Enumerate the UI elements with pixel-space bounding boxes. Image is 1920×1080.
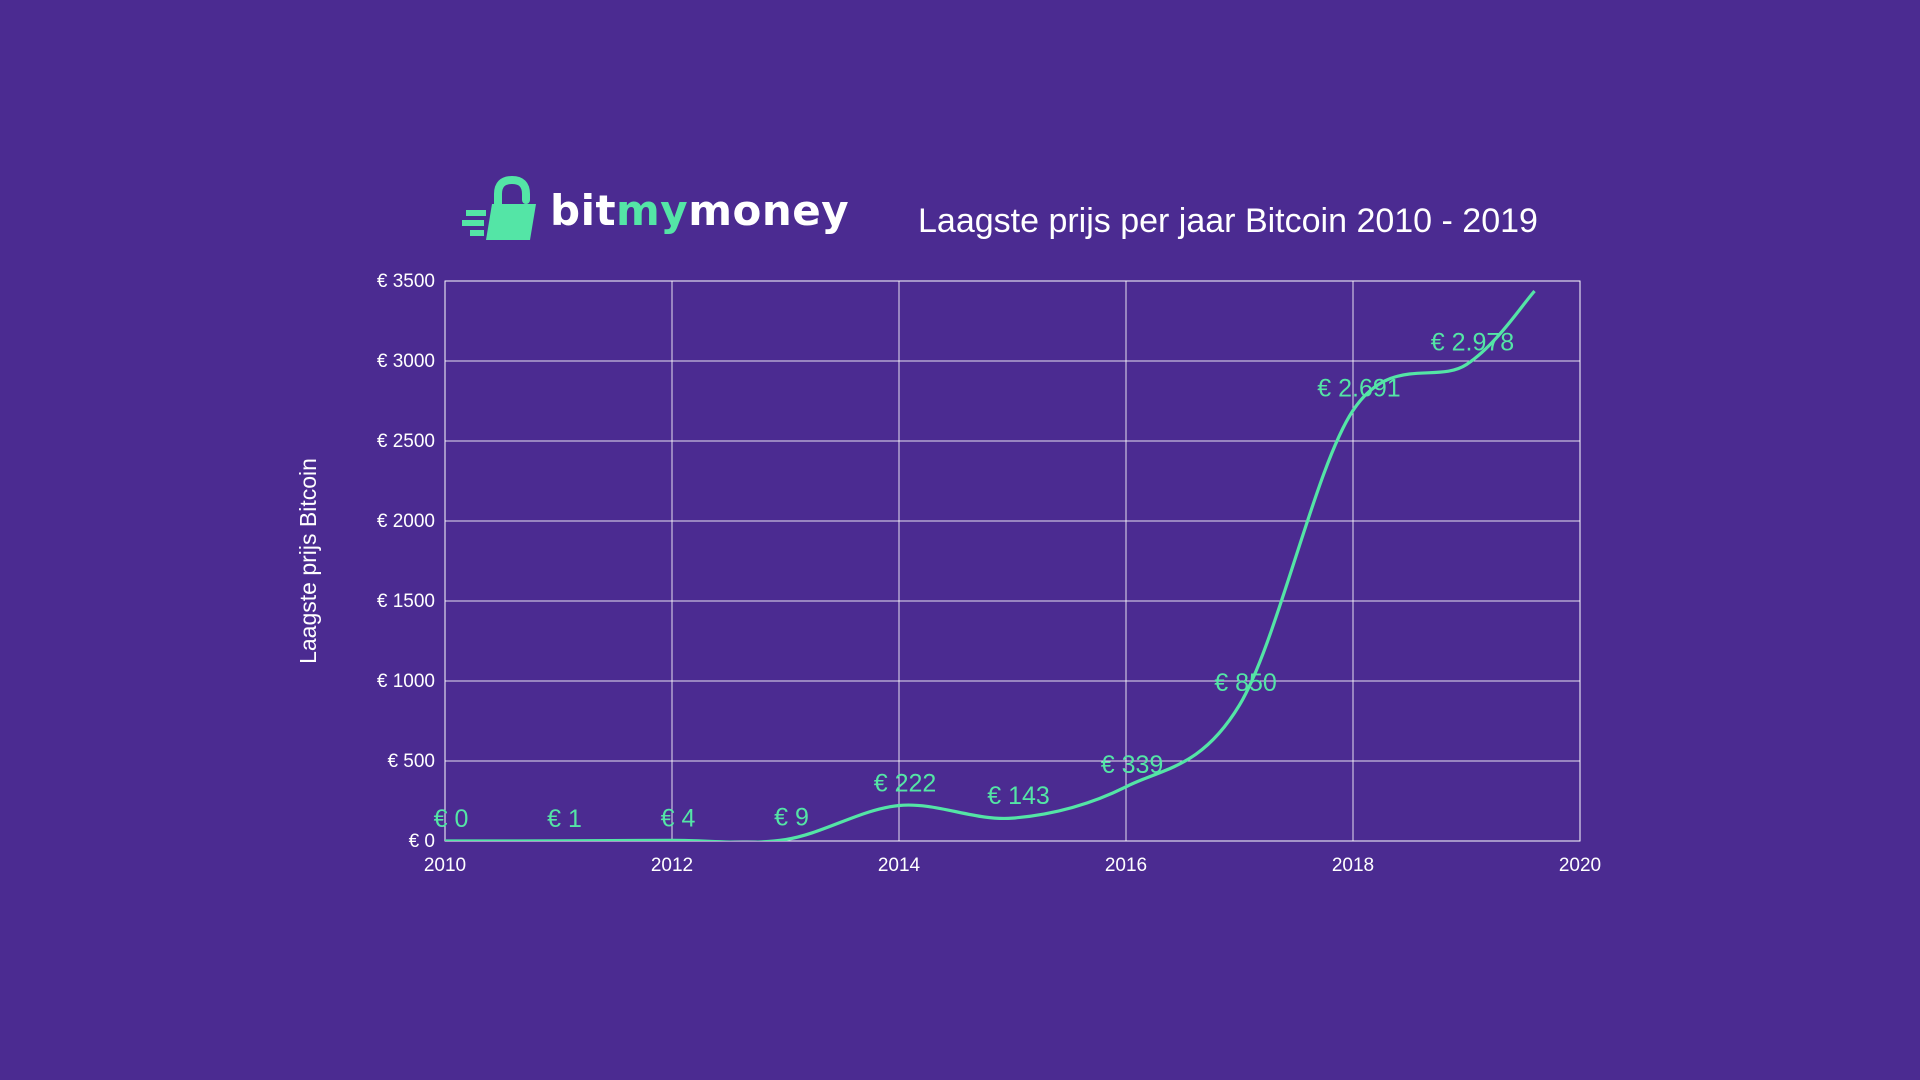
data-label: € 4 (661, 804, 696, 832)
x-tick-label: 2018 (1332, 855, 1374, 876)
data-label: € 339 (1101, 751, 1164, 779)
chart-grid (444, 280, 1581, 842)
y-tick-label: € 3500 (377, 271, 435, 292)
x-tick-label: 2010 (424, 855, 466, 876)
logo-text-my: my (616, 186, 689, 235)
bitmymoney-logo: bitmymoney (462, 176, 849, 246)
y-axis-ticks: € 0 € 500 € 1000 € 1500 € 2000 € 2500 € 3000 € … (377, 271, 435, 852)
y-tick-label: € 500 (387, 751, 435, 772)
x-tick-label: 2020 (1559, 855, 1601, 876)
x-tick-label: 2016 (1105, 855, 1147, 876)
data-label: € 143 (987, 782, 1050, 810)
chart-title: Laagste prijs per jaar Bitcoin 2010 - 20… (918, 202, 1538, 240)
data-label: € 1 (547, 805, 582, 833)
data-label: € 2.978 (1431, 329, 1514, 357)
y-tick-label: € 2500 (377, 431, 435, 452)
data-labels: € 0 € 1 € 4 € 9 € 222 € 143 € 339 € 850 € 2.691 €… (434, 329, 1515, 833)
x-axis-ticks: 2010 2012 2014 2016 2018 2020 (424, 855, 1601, 876)
data-label: € 2.691 (1317, 374, 1400, 402)
plot-border (444, 280, 1581, 842)
data-label: € 9 (774, 804, 809, 832)
y-tick-label: € 2000 (377, 511, 435, 532)
y-tick-label: € 1500 (377, 591, 435, 612)
logo-wordmark: bitmymoney (550, 190, 849, 232)
y-axis-label: Laagste prijs Bitcoin (295, 458, 321, 664)
padlock-speed-icon (462, 176, 536, 240)
data-label: € 222 (874, 769, 937, 797)
y-tick-label: € 1000 (377, 671, 435, 692)
x-tick-label: 2014 (878, 855, 921, 876)
data-label: € 0 (434, 805, 469, 833)
logo-text-bit: bit (550, 186, 617, 235)
y-tick-label: € 0 (409, 831, 435, 852)
x-tick-label: 2012 (651, 855, 693, 876)
logo-text-money: money (688, 186, 850, 235)
data-label: € 850 (1214, 669, 1277, 697)
y-tick-label: € 3000 (377, 351, 435, 372)
price-line (445, 289, 1536, 841)
price-series (445, 289, 1536, 841)
